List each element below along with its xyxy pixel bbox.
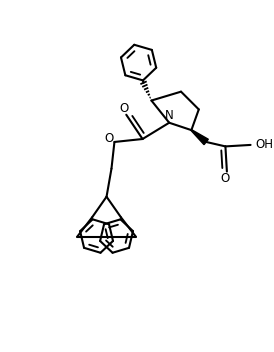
Text: O: O bbox=[104, 132, 113, 145]
Text: O: O bbox=[120, 102, 129, 115]
Polygon shape bbox=[191, 130, 208, 145]
Text: O: O bbox=[220, 172, 230, 185]
Text: OH: OH bbox=[255, 138, 273, 151]
Text: N: N bbox=[165, 109, 173, 122]
